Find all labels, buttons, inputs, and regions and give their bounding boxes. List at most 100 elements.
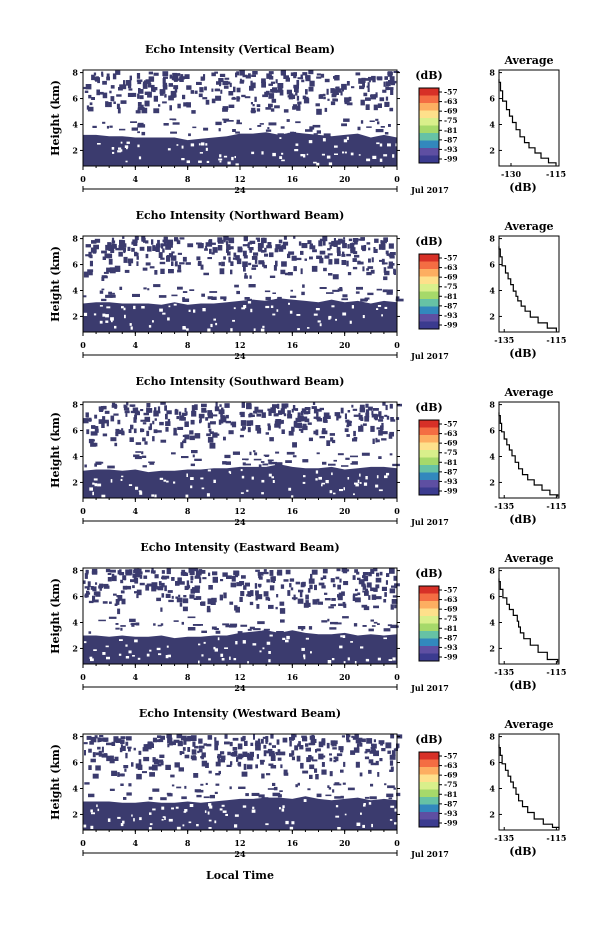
- x-tick-label: 8: [185, 340, 191, 350]
- gap-cell: [130, 326, 133, 330]
- echo-cell: [292, 131, 297, 134]
- x-tick-label: 8: [185, 174, 191, 184]
- echo-cell: [355, 761, 360, 768]
- echo-cell: [302, 72, 308, 76]
- y-tick-label: 4: [72, 451, 78, 461]
- echo-cell: [375, 577, 382, 583]
- gap-cell: [384, 306, 388, 309]
- echo-cell: [83, 580, 86, 584]
- echo-cell: [267, 423, 271, 426]
- echo-cell: [180, 735, 187, 741]
- echo-cell: [117, 429, 122, 435]
- echo-cell: [232, 737, 239, 741]
- echo-cell: [120, 736, 126, 739]
- echo-cell: [250, 102, 253, 105]
- echo-cell: [366, 242, 371, 245]
- gap-cell: [289, 826, 294, 831]
- echo-cell: [277, 403, 280, 409]
- echo-cell: [201, 293, 205, 297]
- echo-cell: [287, 272, 293, 276]
- echo-cell: [133, 747, 136, 751]
- echo-cell: [270, 753, 275, 758]
- gap-cell: [343, 139, 348, 143]
- gap-cell: [247, 661, 249, 664]
- echo-cell: [112, 73, 117, 80]
- gap-cell: [173, 303, 177, 306]
- echo-cell: [282, 241, 289, 246]
- gap-cell: [229, 471, 232, 474]
- date-label: Jul 2017: [410, 849, 449, 859]
- echo-cell: [194, 458, 202, 461]
- echo-cell: [224, 403, 230, 408]
- echo-cell: [386, 291, 393, 295]
- echo-cell: [157, 763, 162, 767]
- echo-cell: [152, 571, 155, 574]
- echo-cell: [387, 785, 395, 789]
- gap-cell: [251, 809, 256, 813]
- colorbar-tick-label: -93: [444, 477, 458, 486]
- average-xlabel: (dB): [509, 679, 536, 692]
- echo-cell: [348, 96, 352, 102]
- echo-cell: [209, 442, 216, 449]
- lower-layer-gaps: [83, 799, 398, 831]
- echo-cell: [134, 577, 139, 584]
- gap-cell: [328, 162, 333, 166]
- echo-cell: [265, 596, 270, 601]
- echo-cell: [358, 412, 361, 416]
- echo-cell: [368, 572, 372, 577]
- echo-cell: [137, 106, 142, 111]
- echo-cell: [251, 792, 260, 796]
- average-x-tick-label: -135: [494, 335, 514, 345]
- echo-cell: [232, 129, 236, 132]
- gap-cell: [123, 307, 126, 311]
- y-tick-label: 4: [72, 617, 78, 627]
- echo-cell: [90, 247, 97, 253]
- echo-cell: [91, 240, 94, 243]
- echo-cell: [338, 239, 343, 244]
- average-xlabel: (dB): [509, 513, 536, 526]
- echo-cell: [337, 288, 343, 292]
- gap-cell: [101, 494, 106, 498]
- echo-cell: [331, 741, 335, 747]
- echo-cell: [260, 250, 265, 253]
- echo-cell: [268, 461, 272, 465]
- echo-cell: [373, 104, 378, 111]
- echo-cell: [109, 294, 116, 298]
- echo-cell: [226, 120, 234, 122]
- echo-cell: [157, 586, 164, 591]
- echo-cell: [314, 768, 318, 773]
- echo-cell: [114, 756, 119, 761]
- gap-cell: [347, 657, 350, 661]
- echo-cell: [371, 743, 377, 749]
- echo-cell: [176, 240, 181, 245]
- echo-cell: [300, 582, 305, 588]
- gap-cell: [265, 823, 269, 826]
- x-tick-label: 0: [80, 838, 86, 848]
- echo-cell: [207, 436, 214, 443]
- x-tick-label: 12: [234, 506, 245, 516]
- gap-cell: [313, 313, 318, 316]
- gap-cell: [279, 137, 282, 139]
- colorbar-segment: [419, 812, 439, 820]
- average-title: Average: [503, 552, 553, 565]
- gap-cell: [198, 143, 201, 146]
- echo-cell: [352, 438, 358, 442]
- echo-cell: [258, 631, 262, 633]
- gap-cell: [331, 658, 335, 661]
- echo-cell: [307, 240, 312, 245]
- gap-cell: [272, 480, 275, 483]
- gap-cell: [168, 305, 171, 308]
- echo-cell: [188, 133, 191, 137]
- echo-cell: [332, 289, 340, 292]
- colorbar-segment: [419, 291, 439, 300]
- echo-cell: [302, 423, 307, 429]
- echo-cell: [379, 415, 384, 419]
- echo-cell: [114, 265, 121, 272]
- colorbar-segment: [419, 133, 439, 141]
- colorbar-segment: [419, 593, 439, 602]
- echo-cell: [297, 412, 301, 417]
- echo-cell: [373, 605, 379, 609]
- gap-cell: [132, 655, 135, 657]
- echo-cell: [319, 238, 325, 241]
- echo-cell: [169, 741, 173, 746]
